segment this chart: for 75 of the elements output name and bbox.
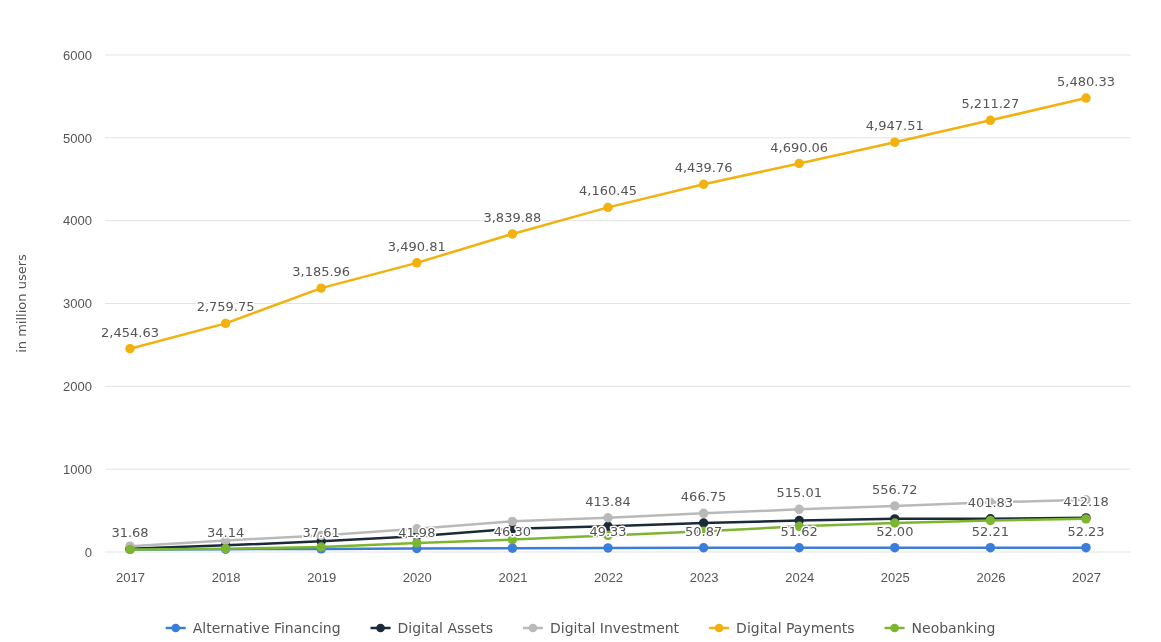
point [603,543,613,553]
data-label: 31.68 [111,525,149,541]
x-tick-label: 2025 [880,570,910,586]
point [794,543,804,553]
data-label: 413.84 [585,493,631,509]
x-tick-label: 2027 [1072,570,1101,586]
y-tick-label: 3000 [63,296,92,312]
data-label: 4,160.45 [579,183,637,199]
point [985,542,996,553]
data-label: 401.83 [967,494,1014,510]
x-tick-label: 2024 [785,570,815,586]
legend-label: Digital Assets [397,620,493,636]
data-label: 556.72 [872,481,918,497]
point [890,501,900,511]
x-tick-label: 2017 [116,570,145,586]
data-label: 5,211.27 [961,96,1020,112]
y-tick-label: 6000 [63,47,92,63]
x-tick-label: 2021 [498,570,528,586]
point [603,513,613,523]
data-label: 2,454.63 [101,324,159,340]
data-label: 50.87 [684,523,723,539]
x-tick-label: 2020 [402,570,432,586]
point [698,518,709,528]
data-label: 412.18 [1063,493,1109,509]
y-tick-label: 2000 [63,378,92,394]
point [890,518,900,528]
x-tick-label: 2026 [976,570,1006,586]
point [1081,542,1091,553]
data-label: 34.14 [206,525,245,541]
x-tick-label: 2019 [307,570,337,586]
point [698,508,709,519]
point [220,318,231,329]
data-label: 52.21 [971,523,1010,539]
data-label: 37.61 [302,524,340,540]
point [698,179,709,189]
y-tick-label: 1000 [63,461,92,477]
point [507,543,518,553]
point [794,158,804,169]
point [985,115,996,126]
data-label: 3,490.81 [387,238,446,254]
legend-label: Digital Payments [736,620,855,636]
point [794,504,804,515]
point [316,283,326,293]
data-label: 466.75 [680,489,727,505]
point [507,516,518,527]
point [412,538,422,548]
data-label: 3,185.96 [292,264,351,280]
point [125,343,135,354]
point [890,542,900,553]
legend-label: Digital Investment [549,620,680,636]
data-label: 52.00 [876,523,914,539]
point [603,202,613,213]
x-tick-label: 2023 [689,570,719,586]
point [507,229,518,239]
legend-label: Neobanking [911,620,996,636]
point [1081,93,1091,103]
data-label: 2,759.75 [196,299,255,315]
x-tick-label: 2022 [594,570,623,586]
data-label: 515.01 [776,485,822,501]
data-label: 4,439.76 [674,160,733,176]
x-tick-label: 2018 [211,570,241,586]
data-label: 51.62 [780,523,818,539]
legend-label: Alternative Financing [192,620,341,636]
y-tick-label: 0 [84,544,92,560]
data-label: 52.23 [1067,523,1105,539]
data-label: 4,947.51 [865,118,924,134]
data-label: 5,480.33 [1057,74,1115,90]
y-axis-title: in million users [14,254,29,353]
point [698,543,709,553]
y-tick-label: 5000 [63,130,92,146]
data-label: 4,690.06 [770,139,829,155]
point [890,137,900,147]
point [412,258,422,268]
data-label: 3,839.88 [483,209,542,225]
y-tick-label: 4000 [63,213,92,229]
